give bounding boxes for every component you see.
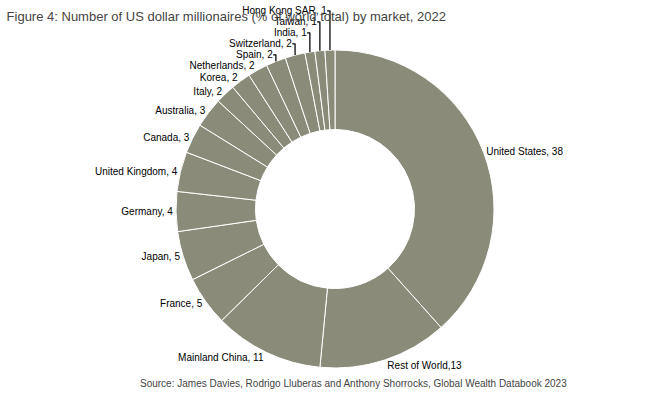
svg-text:Germany, 4: Germany, 4	[121, 206, 173, 217]
svg-text:Spain, 2: Spain, 2	[236, 49, 273, 60]
svg-text:Korea, 2: Korea, 2	[200, 72, 238, 83]
svg-text:Australia, 3: Australia, 3	[155, 105, 205, 116]
svg-text:Rest of World,13: Rest of World,13	[387, 360, 462, 371]
svg-text:Netherlands, 2: Netherlands, 2	[189, 60, 254, 71]
svg-text:France, 5: France, 5	[160, 298, 203, 309]
svg-text:Italy, 2: Italy, 2	[193, 86, 222, 97]
svg-text:Canada, 3: Canada, 3	[143, 132, 190, 143]
svg-text:United Kingdom, 4: United Kingdom, 4	[95, 166, 178, 177]
svg-text:Hong Kong SAR, 1: Hong Kong SAR, 1	[242, 5, 327, 16]
svg-text:Source: James Davies, Rodrigo: Source: James Davies, Rodrigo Lluberas a…	[140, 378, 567, 389]
svg-text:Japan, 5: Japan, 5	[142, 251, 181, 262]
svg-text:Switzerland, 2: Switzerland, 2	[229, 38, 292, 49]
svg-text:United States, 38: United States, 38	[486, 146, 563, 157]
svg-text:Taiwan, 1: Taiwan, 1	[274, 16, 317, 27]
svg-text:India, 1: India, 1	[274, 27, 307, 38]
svg-text:Figure 4: Number of US dollar: Figure 4: Number of US dollar millionair…	[7, 9, 446, 24]
svg-text:Mainland China, 11: Mainland China, 11	[178, 352, 264, 363]
